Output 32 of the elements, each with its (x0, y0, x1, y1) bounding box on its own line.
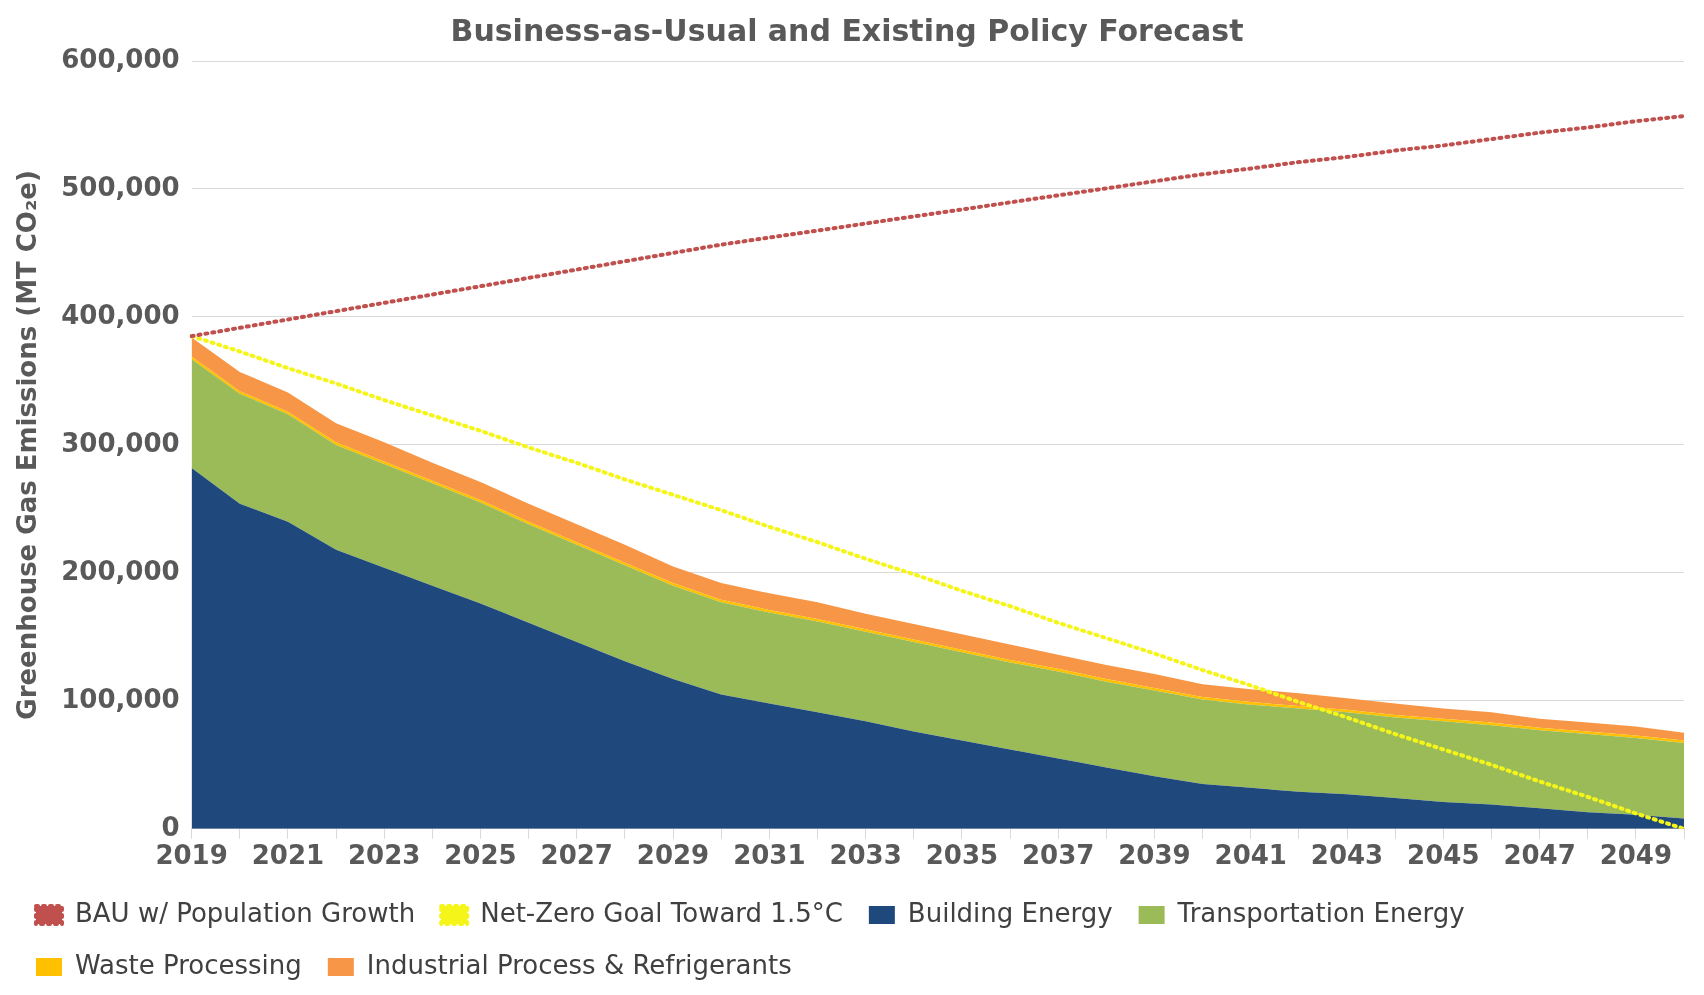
x-tick-label: 2031 (733, 840, 806, 871)
x-tick-label: 2039 (1118, 840, 1191, 871)
legend-label: Net-Zero Goal Toward 1.5°C (480, 897, 843, 928)
y-tick-label: 600,000 (61, 43, 180, 74)
x-tick-label: 2047 (1503, 840, 1576, 871)
y-tick-label: 100,000 (61, 683, 180, 714)
x-tick-label: 2029 (636, 840, 710, 871)
x-tick-label: 2035 (925, 840, 999, 871)
legend-label: Transportation Energy (1176, 897, 1465, 928)
x-tick-label: 2023 (348, 840, 421, 871)
x-tick-label: 2021 (251, 840, 325, 871)
legend-label: BAU w/ Population Growth (75, 897, 416, 928)
x-tick-label: 2045 (1407, 840, 1480, 871)
x-tick-label: 2041 (1214, 840, 1287, 871)
legend-label: Building Energy (907, 897, 1113, 928)
line-series (189, 114, 1686, 339)
y-tick-label: 400,000 (61, 299, 180, 330)
x-tick-label: 2033 (829, 840, 902, 871)
legend-label: Industrial Process & Refrigerants (366, 949, 792, 980)
y-tick-label: 300,000 (61, 427, 180, 458)
legend-label: Waste Processing (75, 949, 302, 980)
x-tick-label: 2049 (1599, 840, 1673, 871)
x-tick-label: 2025 (444, 840, 517, 871)
chart-title: Business-as-Usual and Existing Policy Forecast (450, 12, 1244, 48)
y-tick-label: 200,000 (61, 555, 180, 586)
y-tick-label: 500,000 (61, 171, 180, 202)
x-tick-label: 2019 (155, 840, 228, 871)
y-tick-label: 0 (161, 811, 180, 842)
x-tick-label: 2037 (1021, 840, 1095, 871)
y-axis-title: Greenhouse Gas Emissions (MT CO₂e) (12, 170, 43, 720)
x-tick-label: 2043 (1310, 840, 1384, 871)
x-tick-label: 2027 (540, 840, 613, 871)
